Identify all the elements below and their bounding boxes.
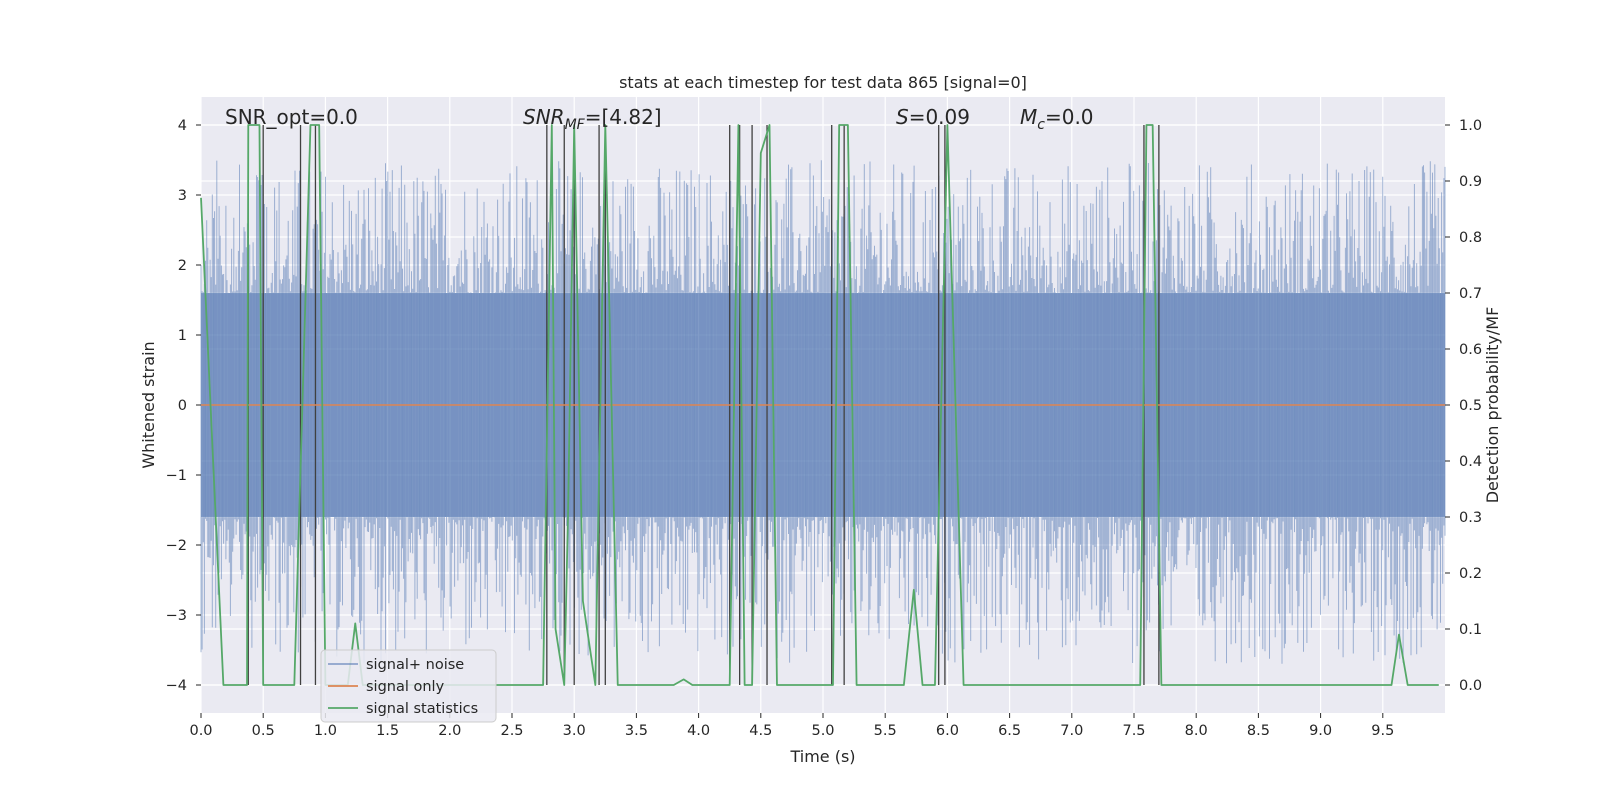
x-tick-label: 4.5 (749, 723, 772, 739)
legend-label-signal-only: signal only (366, 679, 445, 695)
x-tick-label: 3.0 (563, 723, 586, 739)
x-tick-label: 0.0 (189, 723, 212, 739)
y2-tick-label: 0.3 (1459, 510, 1482, 526)
y-tick-label: −4 (166, 678, 187, 694)
y-tick-label: 3 (178, 188, 187, 204)
y2-tick-label: 0.8 (1459, 230, 1482, 246)
x-tick-label: 7.5 (1122, 723, 1145, 739)
y2-tick-label: 0.5 (1459, 398, 1482, 414)
y2-tick-label: 0.9 (1459, 174, 1482, 190)
x-tick-label: 6.0 (936, 723, 959, 739)
legend-label-signal-noise: signal+ noise (366, 657, 464, 673)
x-tick-label: 1.5 (376, 723, 399, 739)
legend-label-signal-statistics: signal statistics (366, 701, 478, 717)
annotation-mc: Mc=0.0 (1020, 105, 1094, 133)
y-tick-label: 2 (178, 258, 187, 274)
legend: signal+ noise signal only signal statist… (320, 649, 497, 723)
annotation-snr-mf-sub: MF (565, 117, 586, 133)
x-tick-label: 5.0 (811, 723, 834, 739)
y2-tick-label: 0.0 (1459, 678, 1482, 694)
x-tick-label: 8.5 (1247, 723, 1270, 739)
x-tick-label: 3.5 (625, 723, 648, 739)
x-tick-label: 1.0 (314, 723, 337, 739)
y-tick-label: −3 (166, 608, 187, 624)
y-tick-label: 0 (178, 398, 187, 414)
annotation-mc-value: =0.0 (1045, 105, 1094, 129)
x-tick-label: 8.0 (1185, 723, 1208, 739)
annotation-snr-mf-value: =[4.82] (585, 105, 662, 129)
legend-box (320, 649, 497, 723)
y-axis-title: Whitened strain (139, 341, 158, 468)
axes: 0.0 0.5 1.0 1.5 2.0 2.5 3.0 3.5 4.0 4.5 5.0 5.5 6.0 6… (166, 118, 1482, 739)
y-tick-label: 1 (178, 328, 187, 344)
annotation-s-var: S (896, 105, 909, 129)
annotation-mc-sub: c (1037, 117, 1045, 133)
y-tick-label: −1 (166, 468, 187, 484)
annotation-mc-var: M (1020, 105, 1037, 129)
y-tick-label: −2 (166, 538, 187, 554)
y2-tick-label: 1.0 (1459, 118, 1482, 134)
annotation-s: S=0.09 (896, 105, 970, 129)
x-tick-label: 9.5 (1371, 723, 1394, 739)
y2-tick-label: 0.1 (1459, 622, 1482, 638)
y2-tick-label: 0.7 (1459, 286, 1482, 302)
x-tick-label: 5.5 (874, 723, 897, 739)
y-tick-label: 4 (178, 118, 187, 134)
x-tick-label: 4.0 (687, 723, 710, 739)
x-tick-label: 0.5 (252, 723, 275, 739)
x-tick-label: 2.5 (500, 723, 523, 739)
y2-axis-title: Detection probability/MF (1483, 307, 1502, 504)
signal-statistics-line (200, 124, 1439, 686)
series-signal-statistics (200, 124, 1439, 686)
annotation-snr-mf-var: SNR (523, 105, 565, 129)
x-tick-label: 9.0 (1309, 723, 1332, 739)
x-tick-label: 6.5 (998, 723, 1021, 739)
y2-tick-label: 0.2 (1459, 566, 1482, 582)
annotation-snr-mf: SNRMF=[4.82] (523, 105, 662, 133)
y2-tick-label: 0.6 (1459, 342, 1482, 358)
noise-trace (200, 160, 1446, 664)
annotation-snr-opt: SNR_opt=0.0 (225, 105, 358, 129)
x-tick-label: 7.0 (1060, 723, 1083, 739)
x-axis-title: Time (s) (789, 747, 855, 766)
y2-tick-label: 0.4 (1459, 454, 1482, 470)
chart-title: stats at each timestep for test data 865… (619, 73, 1027, 92)
annotation-s-value: =0.09 (909, 105, 970, 129)
x-tick-label: 2.0 (438, 723, 461, 739)
